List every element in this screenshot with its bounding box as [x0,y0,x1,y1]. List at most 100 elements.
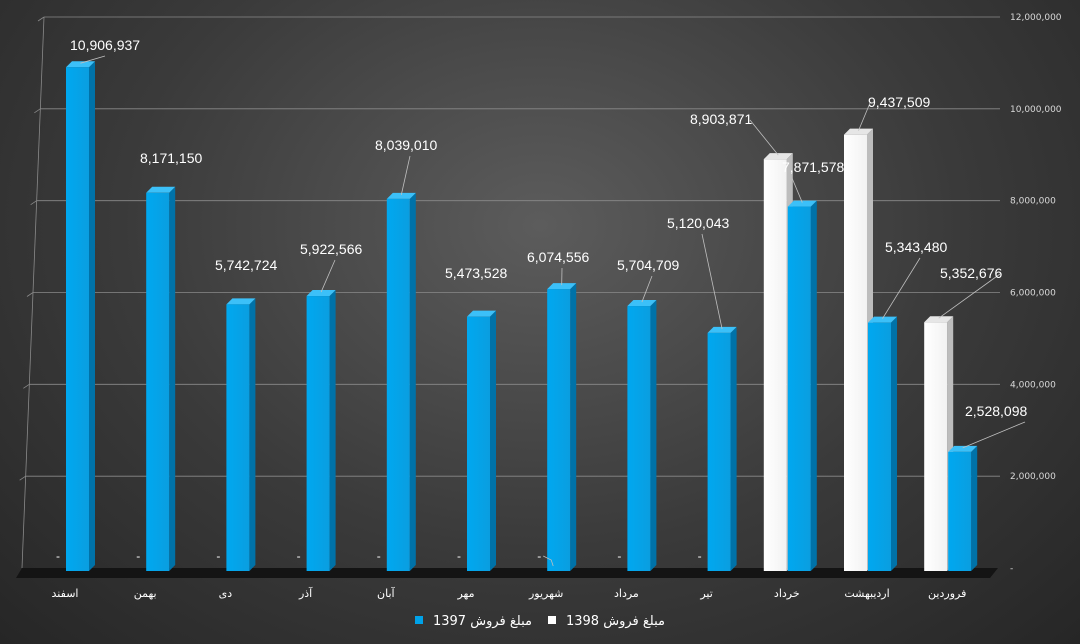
bar-top [844,128,873,135]
gridline-edge [34,108,41,114]
leader-line [80,55,106,64]
data-label: 5,473,528 [445,265,507,281]
gridline-edge [30,200,37,205]
data-label: 5,742,724 [215,257,277,273]
data-labels: - 10,906,937 - 8,171,150 - 5,742,724 - 5,922,56… [56,37,1027,563]
bar-side [490,310,496,571]
bar-side [169,186,176,571]
bar-side [650,300,657,571]
floor-plane [16,568,998,578]
bar-side [409,192,416,571]
x-tick-label: بهمن [134,587,157,600]
legend: مبلغ فروش 1398 مبلغ فروش 1397 [415,614,665,629]
bar-top [226,298,256,305]
leader-line [543,555,554,567]
bar-top [948,445,978,452]
data-label: 2,528,098 [965,403,1027,419]
bar-top [547,283,577,290]
leader-line [400,155,411,195]
data-label: 8,171,150 [140,150,202,166]
bar-top [467,310,496,317]
leader-line [962,421,1026,449]
data-label: 10,906,937 [70,37,140,53]
legend-swatch-1398 [548,616,556,624]
x-tick-label: دی [219,587,233,600]
leader-line [641,275,653,303]
x-tick-label: مهر [456,587,474,600]
data-label: - [457,549,461,563]
gridline-edge [23,384,30,389]
data-label: - [537,549,541,563]
leader-line [938,273,1001,319]
bar-side [570,283,577,571]
x-tick-label: تیر [699,587,712,600]
bar [763,159,787,571]
bar [844,134,867,571]
data-label: - [297,549,301,563]
bar-side [329,290,336,571]
data-label: 5,922,566 [300,241,362,257]
y-tick-label: 4,000,000 [1010,380,1056,390]
data-label: - [377,549,381,563]
leader-line [882,257,921,319]
bar [386,198,410,571]
x-tick-label: مرداد [614,587,639,600]
x-tick-label: فروردین [928,587,966,600]
x-tick-label: آبان [377,586,395,600]
label-leader-lines [80,55,1026,567]
bar [146,192,170,571]
data-label: 7,871,578 [782,159,844,175]
bar-top [787,200,817,207]
bar [66,67,89,571]
leader-line [749,119,779,156]
data-label: - [617,549,621,563]
x-axis-categories: اسفند بهمن دی آذر آبان مهر شهریور مرداد تیر خرداد… [52,586,967,600]
bar-top [306,290,336,297]
bar-top [763,153,793,160]
bar-side [810,200,817,572]
x-tick-label: اسفند [52,587,79,600]
data-label: - [56,549,60,563]
y-tick-label: 8,000,000 [1010,197,1056,207]
bar-top [707,326,737,333]
bar [924,322,948,571]
x-tick-label: خرداد [774,587,800,600]
data-label: - [136,549,140,563]
data-label: 5,352,676 [940,265,1002,281]
x-tick-label: اردیبهشت [844,587,889,600]
data-label: 5,704,709 [617,257,679,273]
y-tick-label: 2,000,000 [1010,472,1056,482]
gridlines [19,16,1000,569]
bar-top [924,316,954,323]
data-label: - [216,549,220,563]
leader-line [701,233,723,329]
gridline-edge [19,475,26,481]
chart-floor [16,568,998,578]
bar-side [89,61,95,571]
y-tick-label: 12,000,000 [1010,13,1062,23]
bar-side [249,298,256,571]
gridline-edge [37,16,45,22]
y-tick-label: 10,000,000 [1010,105,1062,115]
data-label: 5,343,480 [885,239,947,255]
bar [467,316,490,571]
bar-top [146,186,176,193]
bar-side [730,326,737,571]
leader-line [320,259,336,293]
bar-top [66,61,95,68]
y-axis-ticks: - 2,000,000 4,000,000 6,000,000 8,000,000 10,… [1010,13,1062,574]
y-tick-label: - [1010,564,1013,574]
bar [868,322,891,571]
bar [787,206,811,572]
bar [226,304,250,571]
bar-top [386,192,416,199]
leader-line [858,102,871,131]
back-wall-edge [21,16,45,569]
y-tick-label: 6,000,000 [1010,289,1056,299]
bar [306,296,330,571]
data-label: 5,120,043 [667,215,729,231]
gridline-edge [26,292,34,297]
data-label: - [698,549,702,563]
x-tick-label: شهریور [528,587,563,600]
